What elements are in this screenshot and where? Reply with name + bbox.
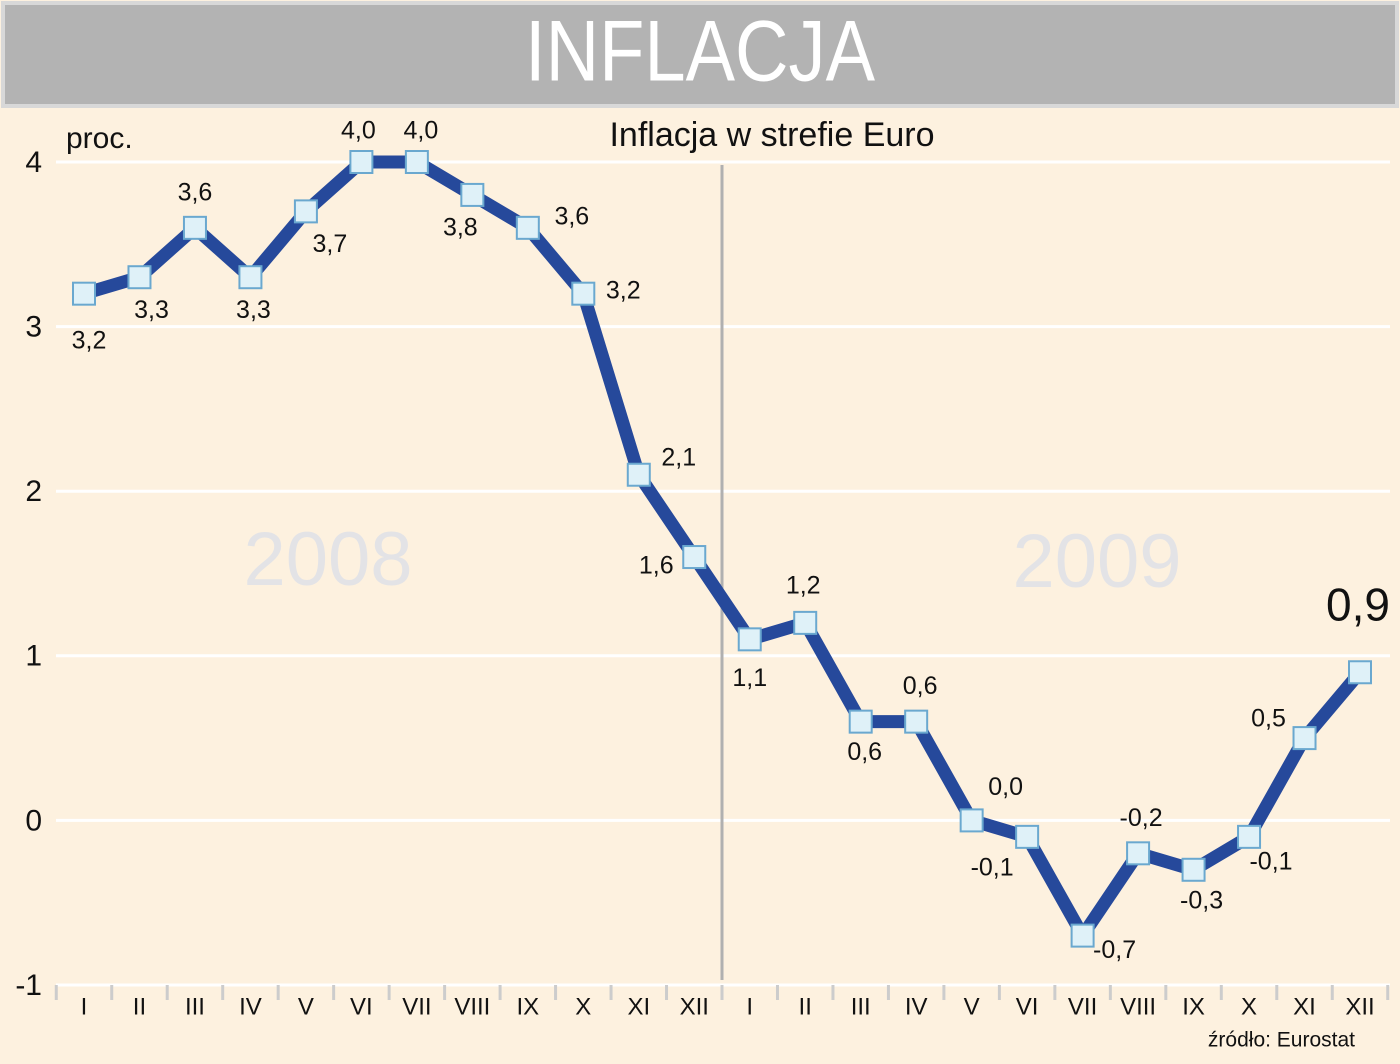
value-label: 4,0 — [403, 117, 438, 145]
x-tick-label: XI — [627, 993, 650, 1020]
source: źródło: Eurostat — [1208, 1029, 1355, 1052]
value-label: -0,7 — [1093, 936, 1136, 964]
x-tick-label: I — [746, 993, 753, 1020]
y-tick-label: 1 — [25, 640, 42, 673]
year-label: 2009 — [1012, 519, 1181, 604]
marker — [737, 627, 762, 652]
x-tick-label: V — [298, 993, 314, 1020]
value-label: 3,3 — [134, 296, 169, 324]
marker — [571, 281, 596, 306]
x-tick-label: III — [185, 993, 205, 1020]
x-tick-label: XII — [680, 993, 709, 1020]
value-label: 1,6 — [639, 552, 674, 580]
marker — [626, 462, 651, 487]
marker — [1237, 824, 1262, 849]
value-label: 3,6 — [554, 202, 589, 230]
marker — [1126, 841, 1151, 866]
x-tick-label: II — [799, 993, 812, 1020]
value-label: 2,1 — [661, 443, 696, 471]
value-label: 1,1 — [732, 664, 767, 692]
marker — [182, 215, 207, 240]
marker — [1070, 923, 1095, 948]
value-label: 4,0 — [341, 117, 376, 145]
marker — [72, 281, 96, 306]
header-title: INFLACJA — [525, 4, 876, 100]
marker — [238, 265, 263, 290]
value-label: 3,2 — [72, 326, 107, 354]
y-tick-label: 2 — [25, 475, 42, 508]
x-tick-label: VI — [1016, 993, 1039, 1020]
y-tick-label: 0 — [25, 804, 42, 837]
marker — [1348, 660, 1372, 685]
marker — [959, 808, 984, 833]
x-tick-label: VIII — [1120, 993, 1156, 1020]
year-label: 2008 — [243, 517, 412, 602]
x-tick-label: VII — [1068, 993, 1097, 1020]
x-tick-label: IV — [239, 993, 262, 1020]
marker — [515, 215, 540, 240]
marker — [127, 265, 152, 290]
x-tick-label: IX — [516, 993, 539, 1020]
x-tick-label: XII — [1345, 993, 1374, 1020]
value-label: 3,6 — [178, 178, 213, 206]
value-label: -0,2 — [1120, 804, 1163, 832]
marker — [404, 150, 429, 174]
marker — [1181, 857, 1206, 882]
y-tick-label: 3 — [25, 311, 42, 344]
marker — [293, 199, 318, 224]
value-label: 1,2 — [786, 571, 821, 599]
marker — [848, 709, 873, 734]
x-tick-label: X — [1241, 993, 1257, 1020]
x-tick-label: IV — [905, 993, 928, 1020]
x-tick-label: IX — [1182, 993, 1205, 1020]
value-label: 0,5 — [1251, 705, 1286, 733]
value-label: -0,1 — [1249, 847, 1292, 875]
x-tick-label: III — [851, 993, 871, 1020]
x-tick-label: VIII — [454, 993, 490, 1020]
x-tick-label: X — [575, 993, 591, 1020]
marker — [682, 545, 707, 570]
value-label: 3,7 — [313, 230, 348, 258]
value-label: 0,6 — [847, 738, 882, 766]
y-axis-label: proc. — [66, 122, 133, 155]
header-bar — [1, 1, 1399, 108]
y-tick-label: 4 — [25, 146, 42, 179]
value-label: 0,0 — [988, 773, 1023, 801]
value-label: 3,2 — [606, 276, 641, 304]
x-tick-label: V — [964, 993, 980, 1020]
marker — [1015, 824, 1040, 849]
chart-title: Inflacja w strefie Euro — [609, 116, 934, 154]
value-label: 0,6 — [903, 672, 938, 700]
y-tick-label: -1 — [15, 969, 42, 1002]
x-tick-label: VII — [402, 993, 431, 1020]
marker — [349, 150, 374, 174]
value-label: 0,9 — [1326, 578, 1390, 630]
marker — [1292, 726, 1317, 751]
marker — [460, 182, 485, 207]
x-tick-label: II — [133, 993, 146, 1020]
value-label: 3,3 — [236, 296, 271, 324]
x-tick-label: I — [81, 993, 88, 1020]
x-tick-label: VI — [350, 993, 373, 1020]
value-label: -0,1 — [971, 853, 1014, 881]
marker — [793, 610, 818, 635]
x-tick-label: XI — [1293, 993, 1316, 1020]
value-label: -0,3 — [1180, 886, 1223, 914]
value-label: 3,8 — [443, 214, 478, 242]
marker — [904, 709, 929, 734]
